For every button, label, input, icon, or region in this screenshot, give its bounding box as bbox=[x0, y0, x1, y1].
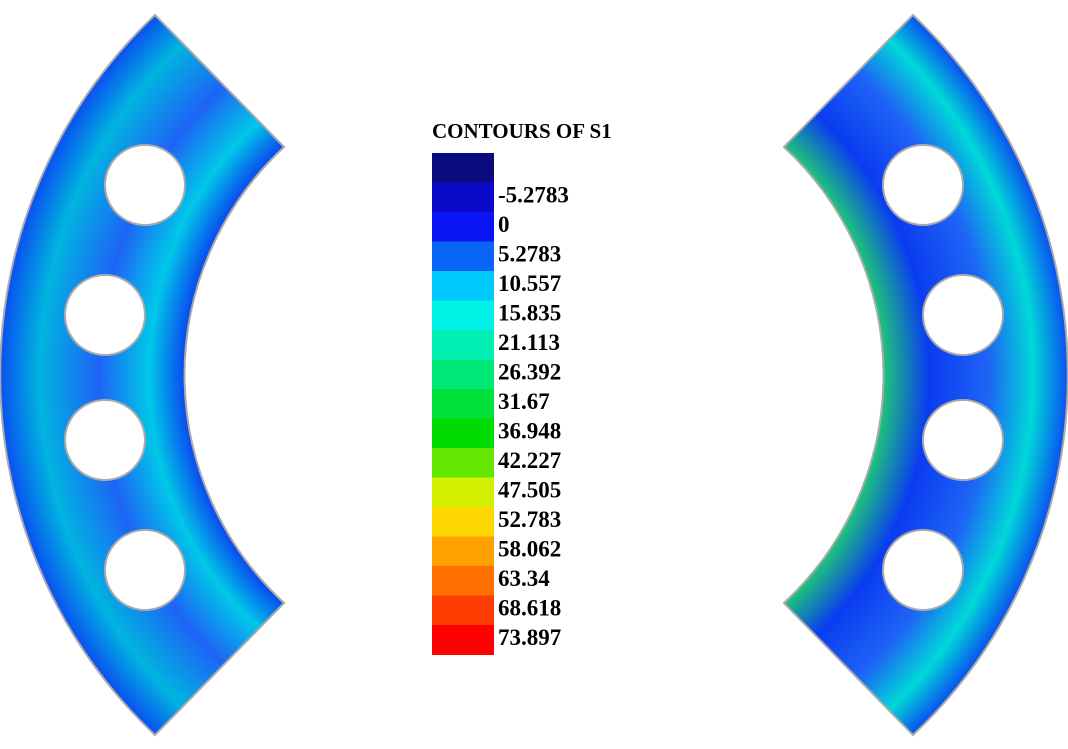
legend-label: 5.2783 bbox=[498, 242, 561, 267]
legend-swatch bbox=[432, 360, 494, 390]
legend-label: 58.062 bbox=[498, 537, 561, 562]
legend-label: 26.392 bbox=[498, 360, 561, 385]
legend-swatch bbox=[432, 625, 494, 655]
legend-label: -5.2783 bbox=[498, 183, 569, 208]
legend-swatch bbox=[432, 419, 494, 449]
legend-swatch bbox=[432, 537, 494, 567]
legend-label: 68.618 bbox=[498, 596, 561, 621]
legend-swatch bbox=[432, 242, 494, 272]
legend-label: 73.897 bbox=[498, 625, 561, 650]
legend-label: 0 bbox=[498, 212, 510, 237]
legend-label: 31.67 bbox=[498, 389, 550, 414]
legend-swatch bbox=[432, 271, 494, 301]
legend-swatch bbox=[432, 596, 494, 626]
legend-swatch bbox=[432, 183, 494, 213]
legend-swatch bbox=[432, 566, 494, 596]
screen: CONTOURS OF S1 -5.2783 0 5.2783 10.557 15.83… bbox=[0, 0, 1068, 749]
legend-label: 42.227 bbox=[498, 448, 561, 473]
legend-title: CONTOURS OF S1 bbox=[432, 119, 612, 143]
legend-swatch bbox=[432, 153, 494, 183]
legend-label: 36.948 bbox=[498, 419, 561, 444]
right-ring bbox=[784, 15, 1068, 735]
legend-label: 15.835 bbox=[498, 301, 561, 326]
legend-label: 21.113 bbox=[498, 330, 560, 355]
legend: -5.2783 0 5.2783 10.557 15.835 21.113 26.392 31… bbox=[432, 153, 569, 655]
legend-swatch bbox=[432, 389, 494, 419]
legend-swatch bbox=[432, 507, 494, 537]
legend-label: 52.783 bbox=[498, 507, 561, 532]
legend-swatch bbox=[432, 212, 494, 242]
legend-swatch bbox=[432, 330, 494, 360]
legend-swatch bbox=[432, 478, 494, 508]
legend-label: 10.557 bbox=[498, 271, 561, 296]
legend-swatch bbox=[432, 301, 494, 331]
legend-label: 47.505 bbox=[498, 478, 561, 503]
legend-swatch bbox=[432, 448, 494, 478]
legend-label: 63.34 bbox=[498, 566, 550, 591]
left-ring bbox=[0, 15, 284, 735]
